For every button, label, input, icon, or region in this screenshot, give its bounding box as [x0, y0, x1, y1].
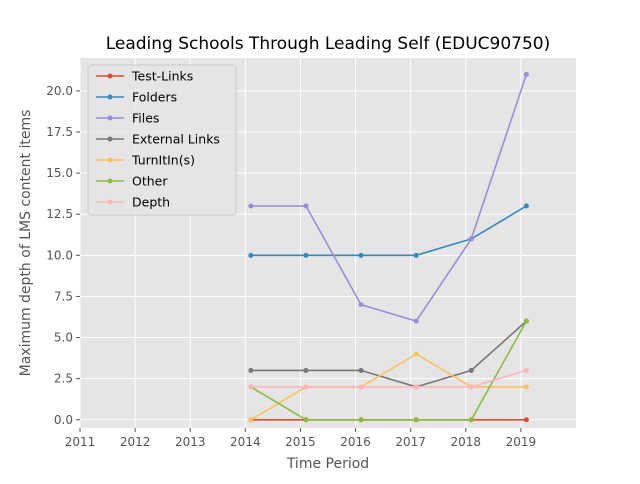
- legend-marker: [107, 136, 113, 142]
- legend-entry: Test-Links: [96, 69, 193, 84]
- y-tick-label: 10.0: [46, 248, 73, 262]
- series-line: [250, 320, 527, 388]
- y-axis-label: Maximum depth of LMS content items: [18, 110, 34, 377]
- data-point: [523, 417, 529, 423]
- legend-marker: [107, 73, 113, 79]
- legend-entry: Depth: [96, 195, 170, 210]
- series-lines: [248, 71, 529, 423]
- data-point: [523, 203, 529, 209]
- legend-box: [87, 64, 237, 216]
- series-5: [248, 318, 529, 423]
- data-point: [248, 252, 254, 258]
- series-2: [248, 71, 529, 324]
- data-point: [303, 384, 309, 390]
- data-point: [468, 384, 474, 390]
- series-6: [248, 367, 529, 390]
- x-tick-label: 2018: [451, 435, 482, 449]
- legend-label: Test-Links: [131, 69, 193, 84]
- data-point: [413, 318, 419, 324]
- legend-marker: [107, 157, 113, 163]
- x-tick-label: 2015: [285, 435, 316, 449]
- data-point: [248, 417, 254, 423]
- data-point: [413, 252, 419, 258]
- series-line: [250, 320, 528, 421]
- data-point: [413, 384, 419, 390]
- legend-label: Depth: [132, 195, 170, 210]
- legend-marker: [107, 94, 113, 100]
- y-tick-label: 15.0: [46, 166, 73, 180]
- data-point: [248, 367, 254, 373]
- legend-entry: Other: [96, 174, 168, 189]
- legend-marker: [107, 199, 113, 205]
- x-tick-label: 2019: [506, 435, 537, 449]
- series-line: [250, 205, 527, 257]
- legend-label: Other: [132, 174, 168, 189]
- x-tick-label: 2013: [175, 435, 206, 449]
- y-tick-label: 2.5: [54, 372, 73, 386]
- y-tick-label: 0.0: [54, 413, 73, 427]
- legend-entry: Folders: [96, 90, 177, 105]
- x-tick-label: 2016: [340, 435, 371, 449]
- legend-label: Files: [132, 111, 159, 126]
- legend-marker: [107, 178, 113, 184]
- data-point: [523, 384, 529, 390]
- x-tick-label: 2014: [230, 435, 261, 449]
- legend-entry: TurnItIn(s): [96, 153, 195, 168]
- data-point: [303, 367, 309, 373]
- chart-title: Leading Schools Through Leading Self (ED…: [106, 34, 551, 54]
- data-point: [303, 203, 309, 209]
- legend-entry: Files: [96, 111, 159, 126]
- data-point: [358, 417, 364, 423]
- data-point: [413, 417, 419, 423]
- series-line: [250, 74, 528, 323]
- y-tick-label: 12.5: [46, 207, 73, 221]
- data-point: [523, 71, 529, 77]
- data-point: [248, 203, 254, 209]
- data-point: [358, 367, 364, 373]
- series-line: [250, 369, 527, 388]
- x-axis-ticks: 2011 2012 2013 2014 2015 2016 2017 2018 2019: [65, 428, 536, 449]
- data-point: [468, 367, 474, 373]
- legend-label: Folders: [132, 90, 177, 105]
- legend-label: TurnItIn(s): [131, 153, 195, 168]
- x-tick-label: 2011: [65, 435, 96, 449]
- data-point: [523, 318, 529, 324]
- data-point: [468, 236, 474, 242]
- data-point: [413, 351, 419, 357]
- y-tick-label: 17.5: [46, 125, 73, 139]
- data-point: [358, 252, 364, 258]
- legend-marker: [107, 115, 113, 121]
- y-tick-label: 20.0: [46, 84, 73, 98]
- data-point: [248, 384, 254, 390]
- data-point: [303, 417, 309, 423]
- legend-entry: External Links: [96, 132, 220, 147]
- data-point: [303, 252, 309, 258]
- x-tick-label: 2017: [395, 435, 426, 449]
- x-axis-label: Time Period: [286, 456, 369, 472]
- legend-label: External Links: [132, 132, 220, 147]
- y-axis-ticks: 0.0 2.5 5.0 7.5 10.0 12.5 15.0 17.5 20.0: [46, 84, 80, 427]
- data-point: [358, 384, 364, 390]
- y-tick-label: 7.5: [54, 289, 73, 303]
- series-line: [250, 353, 527, 421]
- data-point: [523, 367, 529, 373]
- legend: Test-Links Folders Files External Links Turn…: [87, 64, 237, 216]
- data-point: [468, 417, 474, 423]
- x-tick-label: 2012: [120, 435, 151, 449]
- data-point: [358, 302, 364, 308]
- y-tick-label: 5.0: [54, 331, 73, 345]
